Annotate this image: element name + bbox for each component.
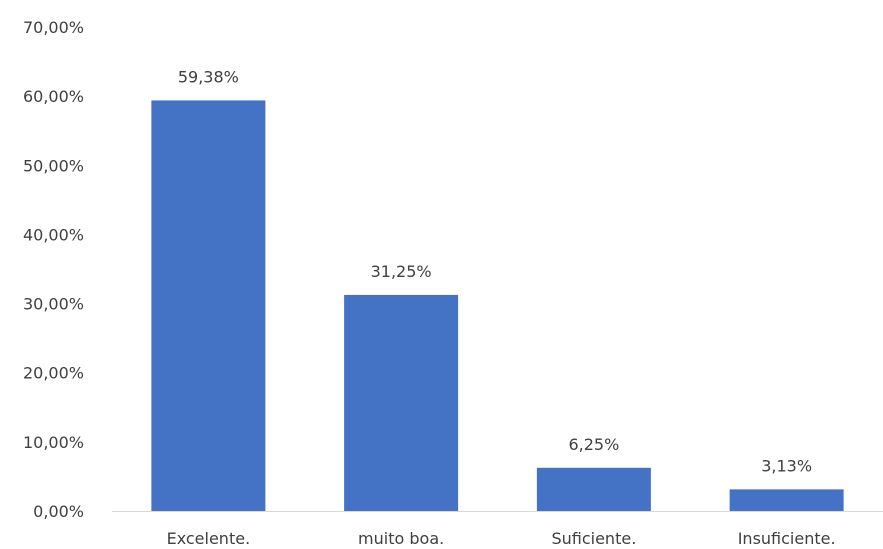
y-tick-label: 60,00% [23,87,84,106]
category-label: Suficiente. [551,529,636,548]
data-labels: 59,38% 31,25% 6,25% 3,13% [178,67,812,475]
bars [151,100,844,511]
y-tick-label: 50,00% [23,156,84,175]
y-tick-label: 10,00% [23,433,84,452]
category-label: Excelente. [167,529,251,548]
y-tick-label: 70,00% [23,18,84,37]
data-label: 31,25% [371,262,432,281]
y-axis-tick-labels: 0,00% 10,00% 20,00% 30,00% 40,00% 50,00% 60,00… [23,18,84,521]
data-label: 59,38% [178,67,239,86]
bar-muito-boa [344,294,459,511]
category-label: Insuficiente. [738,529,836,548]
y-tick-label: 30,00% [23,295,84,314]
data-label: 6,25% [568,435,619,454]
y-tick-label: 40,00% [23,225,84,244]
category-label: muito boa. [358,529,444,548]
y-tick-label: 0,00% [33,502,84,521]
bar-insuficiente [729,489,844,511]
bar-excelente [151,100,266,511]
category-labels: Excelente. muito boa. Suficiente. Insuficie… [167,529,836,548]
bar-suficiente [536,467,651,511]
data-label: 3,13% [761,456,812,475]
y-tick-label: 20,00% [23,364,84,383]
